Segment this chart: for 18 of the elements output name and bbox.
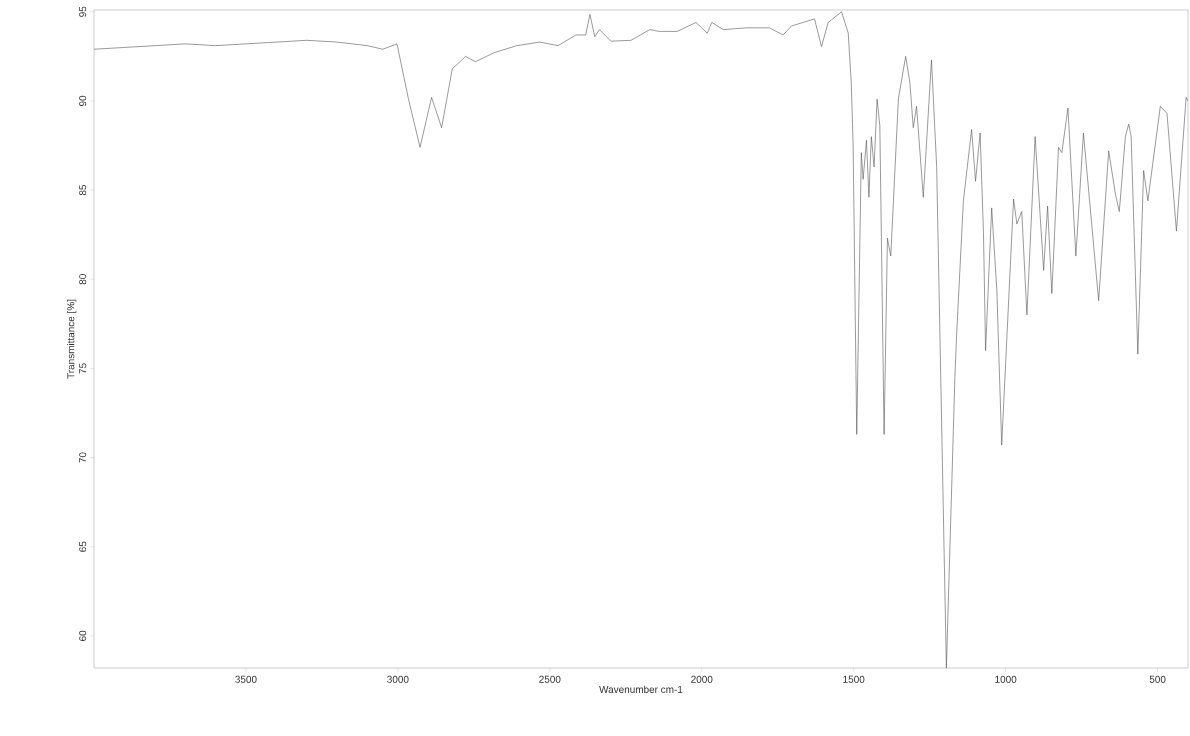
x-tick-label: 3500 — [235, 675, 257, 683]
x-tick-label: 1500 — [843, 675, 865, 683]
y-axis-title: Transmittance [%] — [67, 299, 77, 379]
y-tick-label: 60 — [79, 630, 87, 641]
x-tick-label: 2000 — [691, 675, 713, 683]
line-series — [93, 11, 1188, 668]
y-tick-label: 80 — [79, 274, 87, 285]
y-tick-label: 75 — [79, 363, 87, 374]
x-tick-label: 500 — [1149, 675, 1166, 683]
x-tick-label: 1000 — [995, 675, 1017, 683]
y-tick-label: 65 — [79, 541, 87, 552]
y-tick-label: 85 — [79, 184, 87, 196]
y-tick-label: 90 — [79, 95, 87, 107]
x-axis-title: Wavenumber cm-1 — [599, 685, 683, 693]
x-tick-label: 3000 — [387, 675, 409, 683]
y-tick-label: 95 — [79, 6, 87, 17]
y-tick-label: 70 — [79, 452, 87, 463]
x-tick-label: 2500 — [539, 675, 561, 683]
